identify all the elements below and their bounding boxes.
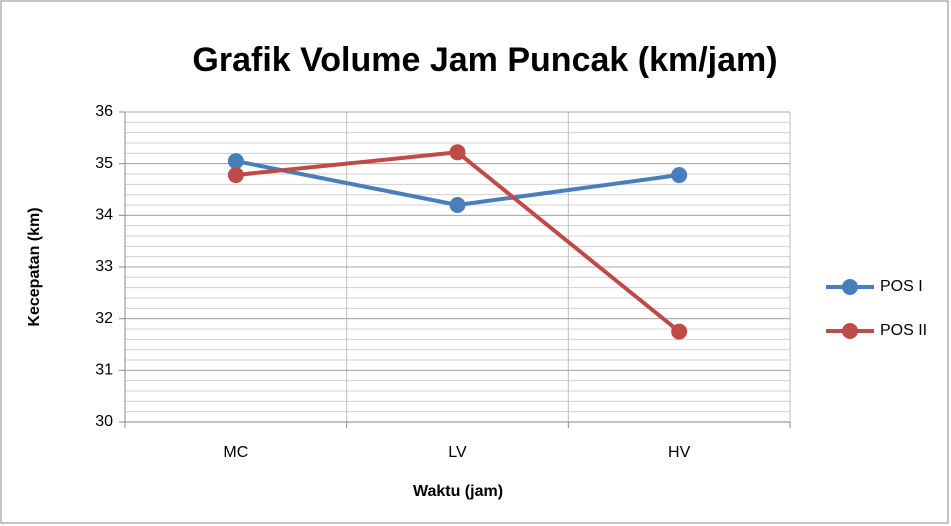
y-tick-label: 32 [95, 310, 113, 327]
point [227, 167, 244, 184]
x-tick-label: HV [668, 444, 691, 461]
y-tick-label: 33 [95, 258, 113, 275]
y-tick-label: 34 [95, 207, 113, 224]
y-tick-label: 31 [95, 362, 113, 379]
x-tick-label: MC [223, 444, 248, 461]
point [227, 153, 244, 170]
legend-marker [842, 279, 858, 295]
legend-label: POS I [880, 278, 923, 295]
y-tick-label: 36 [95, 103, 113, 120]
point [671, 323, 688, 340]
y-tick-label: 35 [95, 155, 113, 172]
y-tick-label: 30 [95, 413, 113, 430]
point [671, 167, 688, 184]
x-tick-label: LV [448, 444, 467, 461]
point [449, 144, 466, 161]
legend-label: POS II [880, 322, 927, 339]
chart-title: Grafik Volume Jam Puncak (km/jam) [192, 41, 777, 79]
legend-marker [842, 323, 858, 339]
point [449, 197, 466, 213]
y-axis-label: Kecepatan (km) [26, 207, 43, 326]
x-axis-label: Waktu (jam) [413, 483, 503, 500]
